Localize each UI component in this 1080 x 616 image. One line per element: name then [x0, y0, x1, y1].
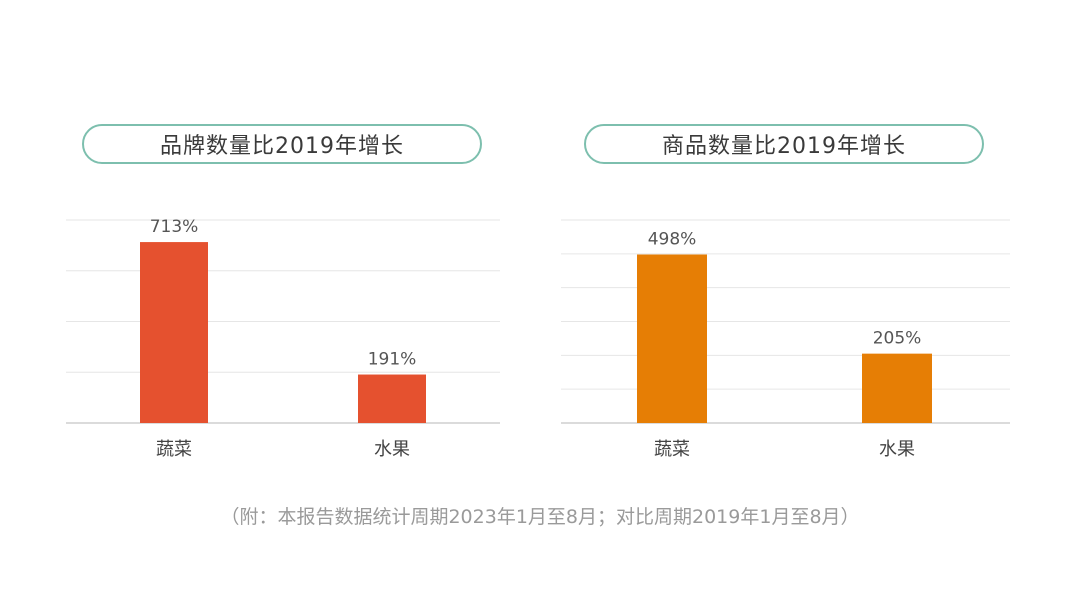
chart-panel-brand-growth: 品牌数量比2019年增长 713% 蔬菜 191% 水果	[60, 120, 520, 470]
data-label: 205%	[873, 329, 922, 349]
category-label: 蔬菜	[654, 439, 690, 460]
bar	[637, 254, 707, 423]
footnote: （附：本报告数据统计周期2023年1月至8月；对比周期2019年1月至8月）	[220, 506, 860, 528]
brand-growth-bar-chart: 713% 蔬菜 191% 水果	[66, 217, 500, 460]
bar	[358, 374, 426, 423]
gridlines	[561, 219, 1010, 390]
category-label: 蔬菜	[156, 439, 192, 460]
data-label: 191%	[368, 350, 417, 370]
data-label: 498%	[648, 230, 697, 250]
bar	[862, 353, 932, 423]
data-label: 713%	[150, 217, 199, 237]
bar	[140, 242, 208, 423]
product-growth-bar-chart: 498% 蔬菜 205% 水果	[561, 219, 1010, 460]
category-label: 水果	[374, 439, 410, 460]
category-label: 水果	[879, 439, 915, 460]
chart-title-pill: 商品数量比2019年增长	[584, 124, 984, 164]
chart-title-pill: 品牌数量比2019年增长	[82, 124, 482, 164]
gridlines	[66, 219, 500, 373]
chart-panel-product-growth: 商品数量比2019年增长 498% 蔬菜 205% 水果	[555, 120, 1015, 470]
